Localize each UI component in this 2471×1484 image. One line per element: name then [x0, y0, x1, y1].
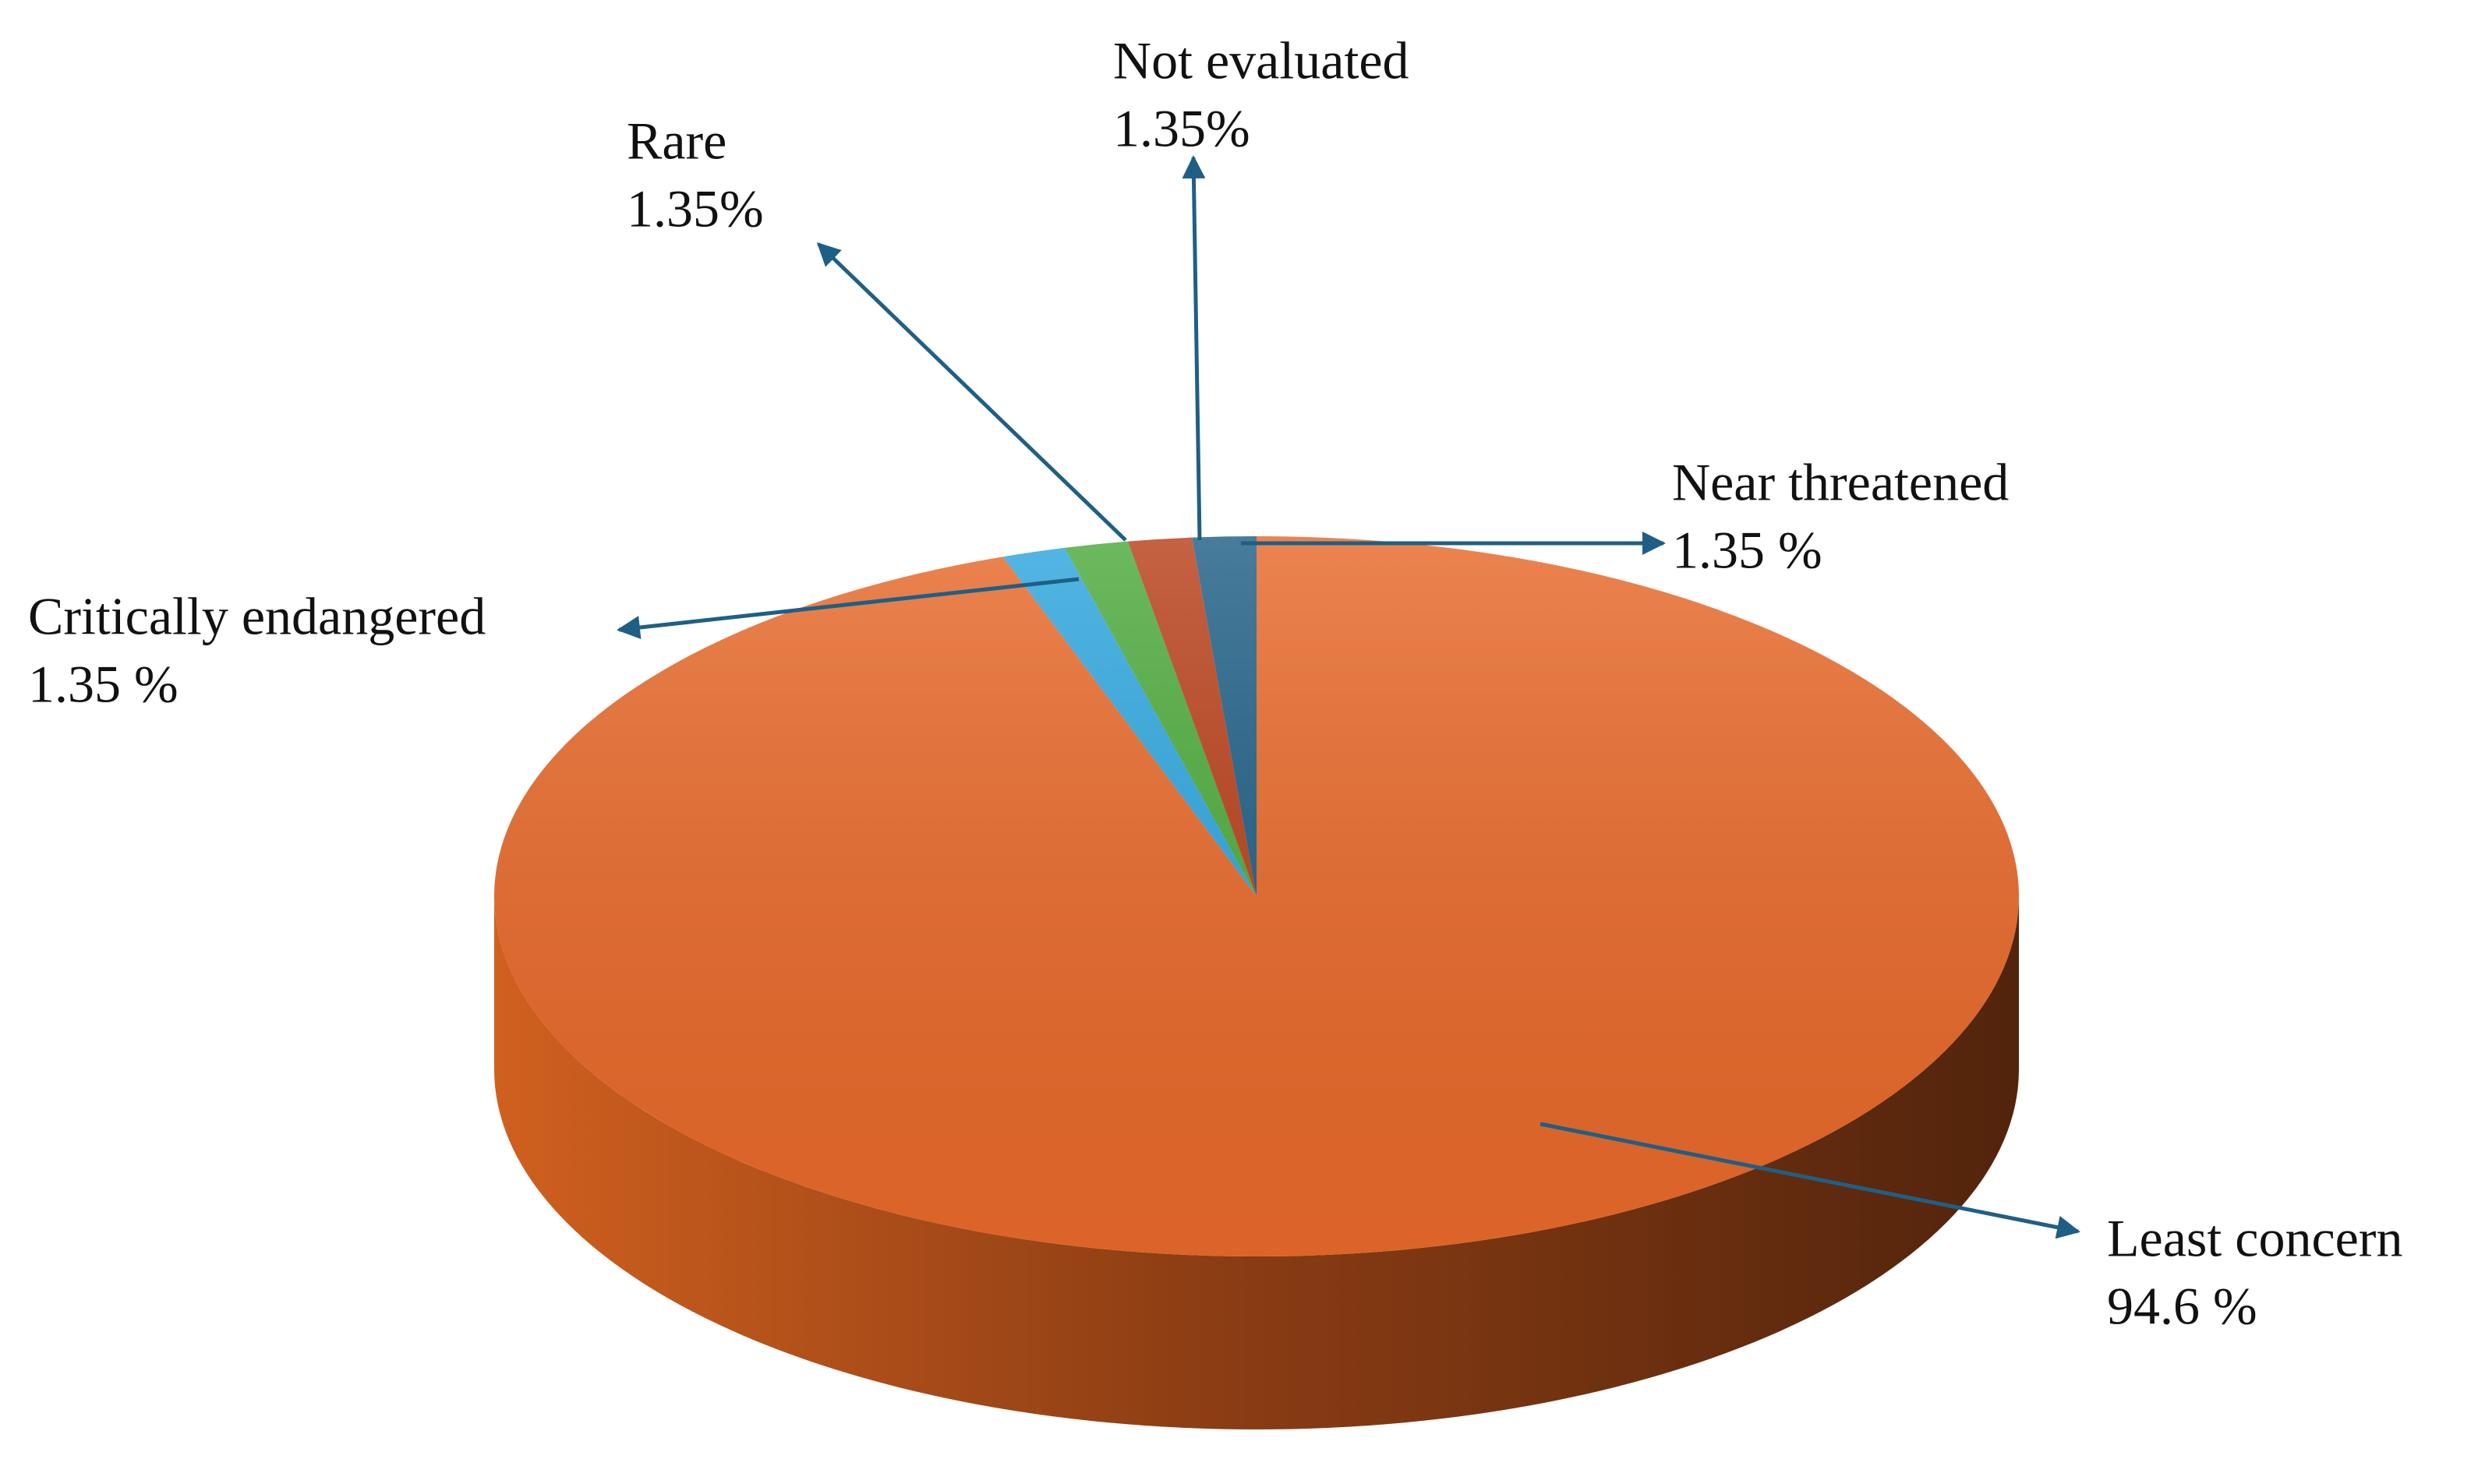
leader-arrow [1540, 1122, 2080, 1239]
slice-value: 1.35 % [1672, 521, 1822, 580]
slice-name: Not evaluated [1113, 31, 1409, 90]
slice-value: 94.6 % [2107, 1277, 2257, 1336]
leader-arrow [816, 242, 1127, 542]
slice-value: 1.35 % [28, 655, 179, 714]
slice-name: Rare [627, 111, 726, 171]
pie-side [494, 896, 2019, 1429]
slice-value: 1.35% [627, 179, 764, 238]
pie [493, 536, 2019, 1429]
slice-name: Least concern [2107, 1209, 2402, 1268]
slice-name: Critically endangered [28, 587, 486, 646]
leader-arrow [1182, 155, 1206, 541]
leader-arrow [617, 577, 1080, 639]
labels: Least concern 94.6 % Critically endangered… [28, 31, 2402, 1336]
slice-value: 1.35% [1113, 99, 1250, 158]
slice-name: Near threatened [1672, 453, 2009, 512]
